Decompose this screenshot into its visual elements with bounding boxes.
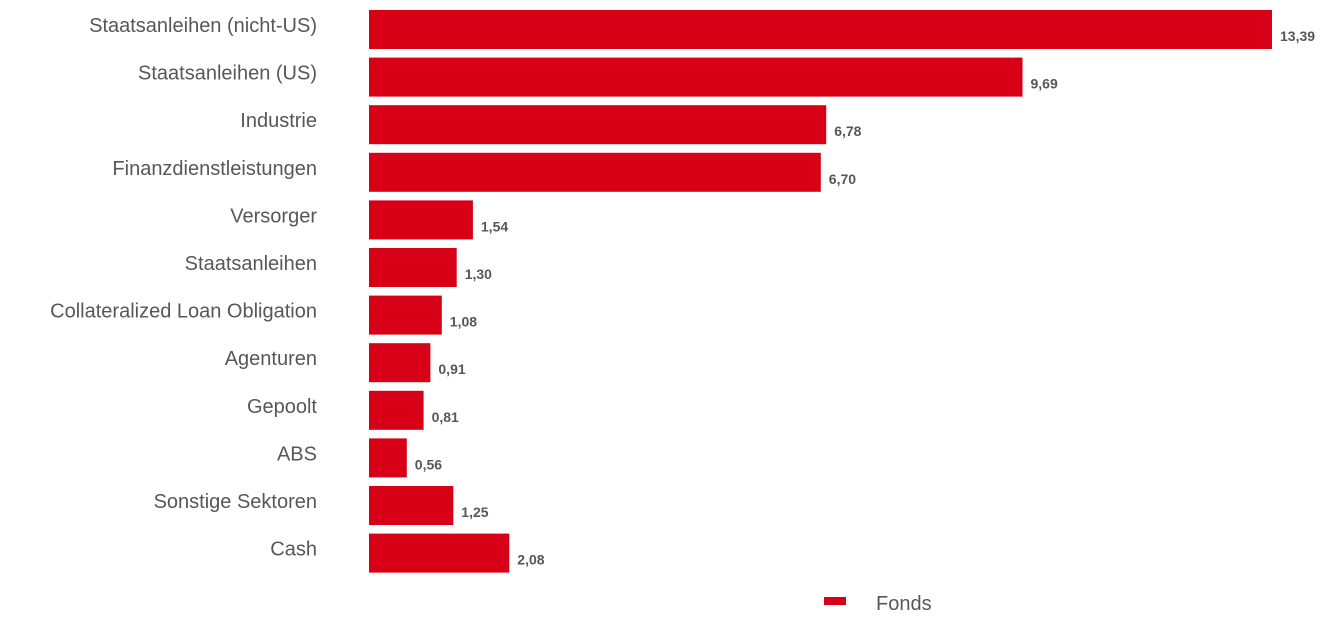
bar-finanzdienstleistungen [369,152,821,192]
category-label-finanzdienstleistungen: Finanzdienstleistungen [112,158,317,180]
bar-sonstige-sektoren [369,486,454,525]
value-label-finanzdienstleistungen: 6,70 [829,171,856,187]
bar-cash [369,533,510,573]
category-label-staatsanleihen: Staatsanleihen [185,253,317,275]
category-label-staatsanleihen-us: Staatsanleihen (US) [138,63,317,85]
value-label-staatsanleihen: 1,30 [465,266,492,282]
value-label-sonstige-sektoren: 1,25 [461,504,488,520]
category-label-collateralized-loan-obligation: Collateralized Loan Obligation [50,301,317,323]
category-label-sonstige-sektoren: Sonstige Sektoren [154,491,317,513]
bar-industrie [369,105,827,145]
value-label-versorger: 1,54 [481,218,508,234]
value-label-staatsanleihen-nicht-us: 13,39 [1280,28,1315,44]
category-label-agenturen: Agenturen [225,348,317,370]
bar-staatsanleihen [369,248,457,287]
value-label-industrie: 6,78 [834,123,861,139]
category-label-versorger: Versorger [230,205,317,227]
value-label-abs: 0,56 [415,456,442,472]
value-label-agenturen: 0,91 [438,361,465,377]
bar-staatsanleihen-nicht-us [369,10,1272,49]
bar-agenturen [369,343,431,383]
category-label-industrie: Industrie [240,110,317,132]
value-label-gepoolt: 0,81 [432,409,459,425]
bar-versorger [369,200,473,240]
bar-collateralized-loan-obligation [369,295,442,335]
bar-staatsanleihen-us [369,57,1023,97]
value-label-collateralized-loan-obligation: 1,08 [450,314,477,330]
value-label-staatsanleihen-us: 9,69 [1031,76,1058,92]
category-label-cash: Cash [270,539,317,561]
category-label-staatsanleihen-nicht-us: Staatsanleihen (nicht-US) [89,15,317,37]
bar-abs [369,438,407,478]
bar-gepoolt [369,390,424,430]
legend: Fonds [824,593,932,615]
category-label-abs: ABS [277,443,317,465]
bars-layer [369,10,1272,573]
legend-label-fonds: Fonds [876,593,932,612]
value-label-cash: 2,08 [517,552,544,568]
category-label-gepoolt: Gepoolt [247,396,317,418]
legend-swatch-fonds [824,597,846,605]
labels-layer: Staatsanleihen (nicht-US) 13,39 Staatsanle… [50,15,1315,568]
